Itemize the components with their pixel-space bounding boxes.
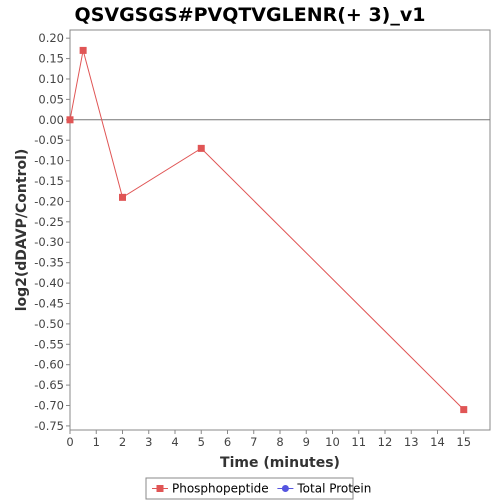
y-tick-label: -0.60 bbox=[34, 358, 64, 372]
series-layer bbox=[66, 46, 468, 414]
y-axis-label: log2(dDAVP/Control) bbox=[14, 149, 30, 312]
x-tick-label: 13 bbox=[404, 435, 419, 449]
y-tick-label: -0.70 bbox=[34, 399, 64, 413]
y-tick-label: -0.20 bbox=[34, 194, 64, 208]
y-axis: 0.20 0.15 0.10 0.05 0.00 -0.05 -0.10 -0.15 -0.20… bbox=[34, 31, 70, 433]
legend-marker bbox=[281, 485, 289, 492]
x-tick-label: 5 bbox=[198, 435, 205, 449]
x-tick-label: 8 bbox=[276, 435, 283, 449]
y-tick-label: -0.25 bbox=[34, 215, 64, 229]
chart-title: QSVGSGS#PVQTVGLENR(+ 3)_v1 bbox=[75, 4, 426, 26]
data-point bbox=[197, 144, 205, 152]
y-tick-label: -0.40 bbox=[34, 276, 64, 290]
legend-label: Total Protein bbox=[296, 482, 371, 496]
y-tick-label: 0.20 bbox=[38, 31, 64, 45]
legend: Phosphopeptide Total Protein bbox=[145, 477, 371, 500]
x-tick-label: 1 bbox=[93, 435, 100, 449]
y-tick-label: -0.65 bbox=[34, 378, 64, 392]
y-tick-label: -0.10 bbox=[34, 154, 64, 168]
y-tick-label: -0.15 bbox=[34, 174, 64, 188]
plot-area bbox=[69, 29, 491, 431]
x-tick-label: 14 bbox=[430, 435, 445, 449]
x-tick-label: 11 bbox=[351, 435, 366, 449]
data-point bbox=[460, 406, 468, 414]
y-tick-label: 0.15 bbox=[38, 52, 64, 66]
x-tick-label: 0 bbox=[66, 435, 73, 449]
x-tick-label: 9 bbox=[303, 435, 310, 449]
legend-box bbox=[145, 477, 354, 500]
x-tick-label: 7 bbox=[250, 435, 257, 449]
legend-marker bbox=[156, 485, 164, 492]
x-axis: 0 1 2 3 4 5 6 7 8 9 10 11 12 13 14 15 bbox=[66, 430, 471, 449]
x-tick-label: 10 bbox=[325, 435, 340, 449]
y-tick-label: -0.55 bbox=[34, 337, 64, 351]
y-tick-label: 0.05 bbox=[38, 92, 64, 106]
y-tick-label: -0.75 bbox=[34, 419, 64, 433]
x-tick-label: 2 bbox=[119, 435, 126, 449]
y-tick-label: -0.35 bbox=[34, 256, 64, 270]
legend-label: Phosphopeptide bbox=[172, 482, 269, 496]
y-tick-label: -0.50 bbox=[34, 317, 64, 331]
x-tick-label: 12 bbox=[378, 435, 393, 449]
x-tick-label: 4 bbox=[171, 435, 178, 449]
data-point bbox=[119, 193, 126, 201]
x-tick-label: 15 bbox=[456, 435, 471, 449]
y-tick-label: 0.10 bbox=[38, 72, 64, 86]
y-tick-label: 0.00 bbox=[38, 113, 64, 127]
data-point bbox=[79, 46, 87, 54]
data-point bbox=[66, 116, 74, 124]
x-tick-label: 3 bbox=[145, 435, 152, 449]
y-tick-label: -0.30 bbox=[34, 235, 64, 249]
x-axis-label: Time (minutes) bbox=[220, 455, 340, 471]
y-tick-label: -0.05 bbox=[34, 133, 64, 147]
x-tick-label: 6 bbox=[224, 435, 231, 449]
y-tick-label: -0.45 bbox=[34, 296, 64, 310]
